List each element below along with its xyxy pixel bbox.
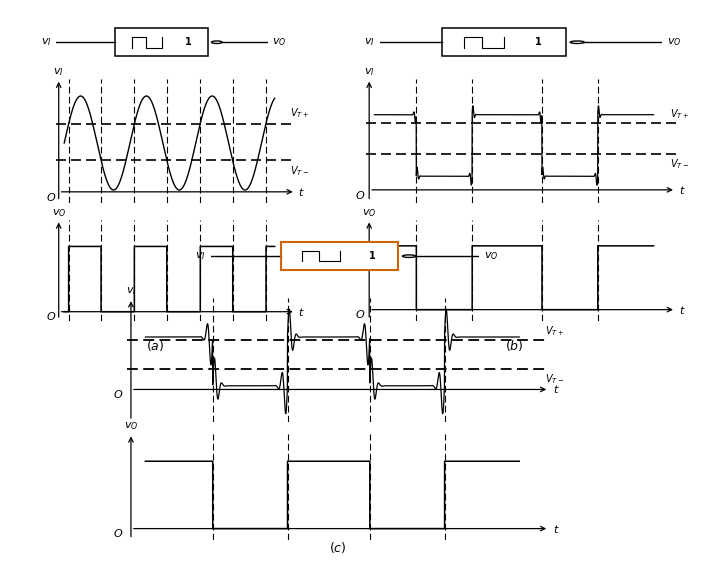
Text: 1: 1 [184, 37, 191, 47]
Text: $\mathbf{\mathit{v}_{\mathit{I}}}$: $\mathbf{\mathit{v}_{\mathit{I}}}$ [364, 37, 375, 48]
Text: $\mathit{O}$: $\mathit{O}$ [355, 189, 365, 201]
Text: $\mathbf{\mathit{t}}$: $\mathbf{\mathit{t}}$ [298, 306, 305, 318]
Text: $\mathbf{\mathit{v}_{\mathit{O}}}$: $\mathbf{\mathit{v}_{\mathit{O}}}$ [362, 207, 377, 218]
Text: $\mathbf{\mathit{v}_{\mathit{O}}}$: $\mathbf{\mathit{v}_{\mathit{O}}}$ [272, 37, 286, 48]
Text: $\mathbf{\mathit{t}}$: $\mathbf{\mathit{t}}$ [679, 303, 686, 316]
Bar [281, 242, 398, 270]
Text: $\mathbf{\mathit{t}}$: $\mathbf{\mathit{t}}$ [553, 383, 560, 395]
Text: $\mathit{O}$: $\mathit{O}$ [113, 527, 123, 539]
Text: $\mathit{O}$: $\mathit{O}$ [46, 310, 57, 321]
Text: $\mathbf{\mathit{v}_{\mathit{I}}}$: $\mathbf{\mathit{v}_{\mathit{I}}}$ [364, 66, 375, 78]
Text: $\mathbf{\mathit{v}_{\mathit{I}}}$: $\mathbf{\mathit{v}_{\mathit{I}}}$ [54, 66, 64, 78]
Text: $V_{T-}$: $V_{T-}$ [291, 164, 310, 177]
Text: $\mathbf{\mathit{t}}$: $\mathbf{\mathit{t}}$ [679, 184, 686, 196]
Text: $\mathbf{\mathit{t}}$: $\mathbf{\mathit{t}}$ [553, 522, 560, 535]
Text: $(c)$: $(c)$ [329, 539, 346, 555]
Text: $(a)$: $(a)$ [146, 338, 164, 353]
Bar [115, 28, 208, 56]
Text: $\mathbf{\mathit{v}_{\mathit{O}}}$: $\mathbf{\mathit{v}_{\mathit{O}}}$ [667, 37, 681, 48]
Text: $\mathit{O}$: $\mathit{O}$ [355, 308, 365, 320]
Text: $\mathbf{\mathit{v}_{\mathit{O}}}$: $\mathbf{\mathit{v}_{\mathit{O}}}$ [124, 421, 138, 432]
Text: 1: 1 [369, 251, 376, 261]
Text: $V_{T+}$: $V_{T+}$ [670, 107, 689, 120]
Text: $V_{T+}$: $V_{T+}$ [546, 324, 565, 338]
Text: $(b)$: $(b)$ [505, 338, 523, 353]
Text: $\mathbf{\mathit{v}_{\mathit{I}}}$: $\mathbf{\mathit{v}_{\mathit{I}}}$ [195, 251, 206, 262]
Text: 1: 1 [535, 37, 542, 47]
Text: $V_{T+}$: $V_{T+}$ [291, 106, 310, 120]
Bar [281, 242, 398, 270]
Text: $\mathbf{\mathit{t}}$: $\mathbf{\mathit{t}}$ [298, 186, 305, 198]
Text: $V_{T-}$: $V_{T-}$ [670, 158, 689, 171]
Text: $\mathbf{\mathit{v}_{\mathit{I}}}$: $\mathbf{\mathit{v}_{\mathit{I}}}$ [125, 285, 137, 297]
Text: $\mathit{O}$: $\mathit{O}$ [113, 388, 123, 400]
Text: $\mathbf{\mathit{v}_{\mathit{O}}}$: $\mathbf{\mathit{v}_{\mathit{O}}}$ [484, 251, 498, 262]
Bar [442, 28, 566, 56]
Text: $\mathit{O}$: $\mathit{O}$ [46, 191, 57, 203]
Text: $V_{T-}$: $V_{T-}$ [546, 372, 565, 386]
Text: $\mathbf{\mathit{v}_{\mathit{I}}}$: $\mathbf{\mathit{v}_{\mathit{I}}}$ [42, 37, 52, 48]
Text: $\mathbf{\mathit{v}_{\mathit{O}}}$: $\mathbf{\mathit{v}_{\mathit{O}}}$ [51, 207, 66, 218]
